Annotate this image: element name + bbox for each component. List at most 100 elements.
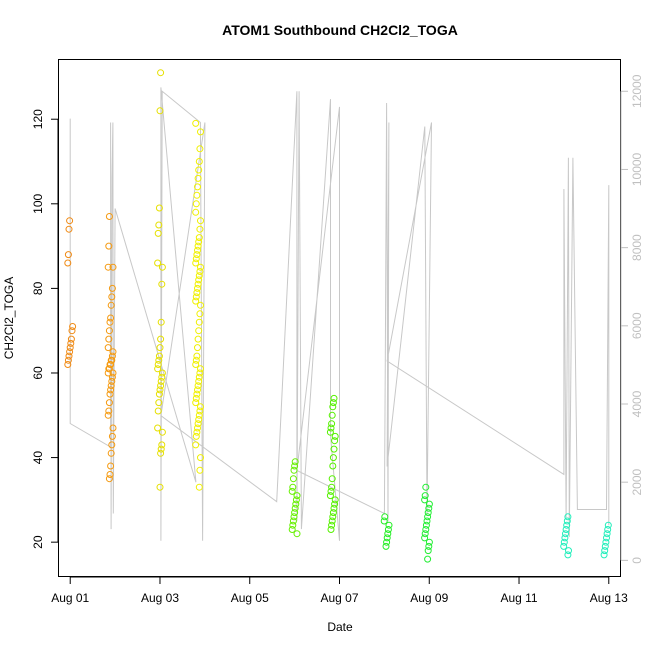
data-point [192,208,200,216]
data-point [195,158,203,165]
data-point [289,517,297,525]
data-point [564,513,572,521]
data-point [155,221,163,229]
data-point [424,547,432,555]
data-point [108,293,116,301]
data-point [561,534,569,542]
data-point [385,521,393,529]
data-point [382,542,390,550]
data-point [195,272,203,280]
data-point [64,356,72,364]
data-point [194,280,202,288]
y-tick-label: 20 [31,535,45,549]
data-point [563,517,571,525]
data-point [157,69,165,77]
data-point [600,551,608,559]
data-point [383,538,391,546]
data-point [196,369,204,377]
data-point [327,424,335,432]
data-point [64,361,72,368]
data-point [108,352,116,360]
data-point [384,526,392,533]
data-point [66,217,74,225]
data-point [331,500,339,508]
data-point [292,496,300,504]
data-point [331,437,339,445]
data-point [329,403,337,411]
data-point [330,445,338,453]
data-point [197,301,204,309]
data-point [155,390,163,398]
data-point [108,432,116,440]
data-point [193,390,201,398]
data-point [560,538,568,546]
data-point [329,513,337,521]
data-point [194,382,202,390]
data-point [196,466,204,474]
data-point [158,441,166,449]
y-tick-label: 80 [31,281,45,295]
data-point [192,255,200,263]
data-point [326,428,334,436]
data-point [425,542,433,550]
y2-tick-label: 4000 [630,390,644,417]
data-point [107,361,115,368]
data-point [293,492,301,500]
chart-title: ATOM1 Southbound CH2Cl2_TOGA [222,22,458,38]
data-point [192,119,200,127]
data-point [154,259,162,267]
data-point [331,432,339,440]
data-point [197,454,204,462]
data-point [156,107,164,115]
data-point [423,517,431,525]
data-point [421,492,429,500]
data-point [194,344,201,352]
data-point [158,373,166,381]
y2-tick-label: 0 [630,557,644,564]
y-axis-right: 0 2000 4000 6000 8000 10000 12000 [620,74,644,564]
data-point [329,509,337,517]
data-point [196,310,204,318]
data-point [424,513,432,521]
data-point [106,318,114,326]
y2-tick-label: 6000 [630,312,644,339]
data-point [105,365,113,373]
data-point [107,301,115,309]
data-point [328,420,336,428]
data-point [193,289,201,297]
data-point [105,242,113,250]
data-point [109,263,117,271]
data-point [107,382,115,390]
data-point [194,386,201,394]
data-point [67,339,75,347]
data-point [157,335,165,343]
data-point [192,399,200,407]
data-point [68,327,76,335]
data-point [106,471,114,478]
data-point [193,352,201,360]
data-point [69,323,77,330]
data-point [329,462,337,470]
data-point [194,420,202,428]
data-point [64,251,72,259]
data-point [290,466,298,474]
data-point [157,318,165,326]
data-point [105,335,113,343]
data-point [155,352,163,360]
data-point [158,369,166,377]
data-point [194,246,201,254]
data-point [193,251,201,259]
data-point [291,462,299,470]
data-point [192,441,200,449]
data-point [155,204,163,212]
data-point [421,534,429,542]
x-tick-label: Aug 03 [141,591,179,605]
data-point [562,530,569,538]
altitude-line [69,87,610,541]
data-point [293,530,301,538]
data-point [195,166,203,174]
data-points-layer [64,69,612,563]
data-point [107,386,115,394]
data-point [156,483,164,491]
